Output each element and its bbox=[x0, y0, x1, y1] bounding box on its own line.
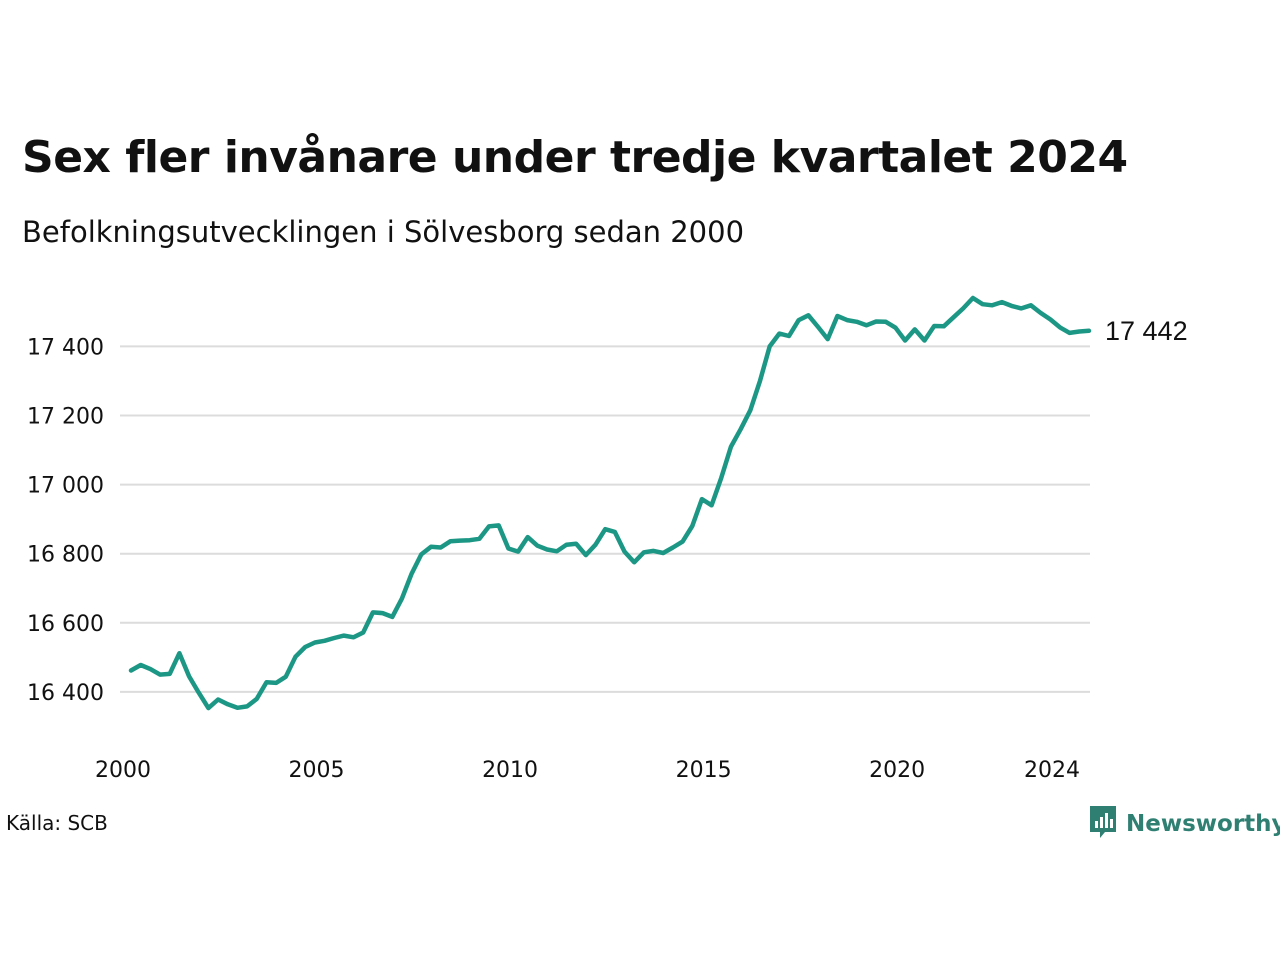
chart-subtitle: Befolkningsutvecklingen i Sölvesborg sed… bbox=[22, 215, 745, 249]
x-tick-label: 2000 bbox=[95, 758, 151, 783]
newsworthy-logo-icon bbox=[1088, 804, 1118, 844]
y-tick-label: 17 200 bbox=[27, 404, 104, 429]
series-layer bbox=[128, 295, 1092, 711]
y-tick-label: 17 000 bbox=[27, 474, 104, 499]
grid-lines bbox=[120, 345, 1090, 693]
x-tick-label: 2024 bbox=[1024, 758, 1080, 783]
y-tick-label: 16 400 bbox=[27, 681, 104, 706]
y-tick-label: 16 800 bbox=[27, 543, 104, 568]
y-axis-tick-labels: 16 400 16 600 16 800 17 000 17 200 17 400 bbox=[27, 335, 104, 706]
end-value-label: 17 442 bbox=[1105, 316, 1188, 346]
y-tick-label: 16 600 bbox=[27, 612, 104, 637]
brand-name: Newsworthy bbox=[1126, 811, 1280, 837]
chart-title: Sex fler invånare under tredje kvartalet… bbox=[22, 132, 1128, 183]
x-axis-tick-labels: 2000 2005 2010 2015 2020 2024 bbox=[95, 758, 1080, 783]
series-line-0 bbox=[128, 295, 1092, 711]
x-tick-label: 2020 bbox=[869, 758, 925, 783]
x-tick-label: 2015 bbox=[676, 758, 732, 783]
x-tick-label: 2010 bbox=[482, 758, 538, 783]
source-note: Källa: SCB bbox=[6, 811, 108, 835]
y-tick-label: 17 400 bbox=[27, 335, 104, 360]
brand-logo[interactable]: Newsworthy bbox=[1088, 804, 1280, 844]
x-tick-label: 2005 bbox=[289, 758, 345, 783]
